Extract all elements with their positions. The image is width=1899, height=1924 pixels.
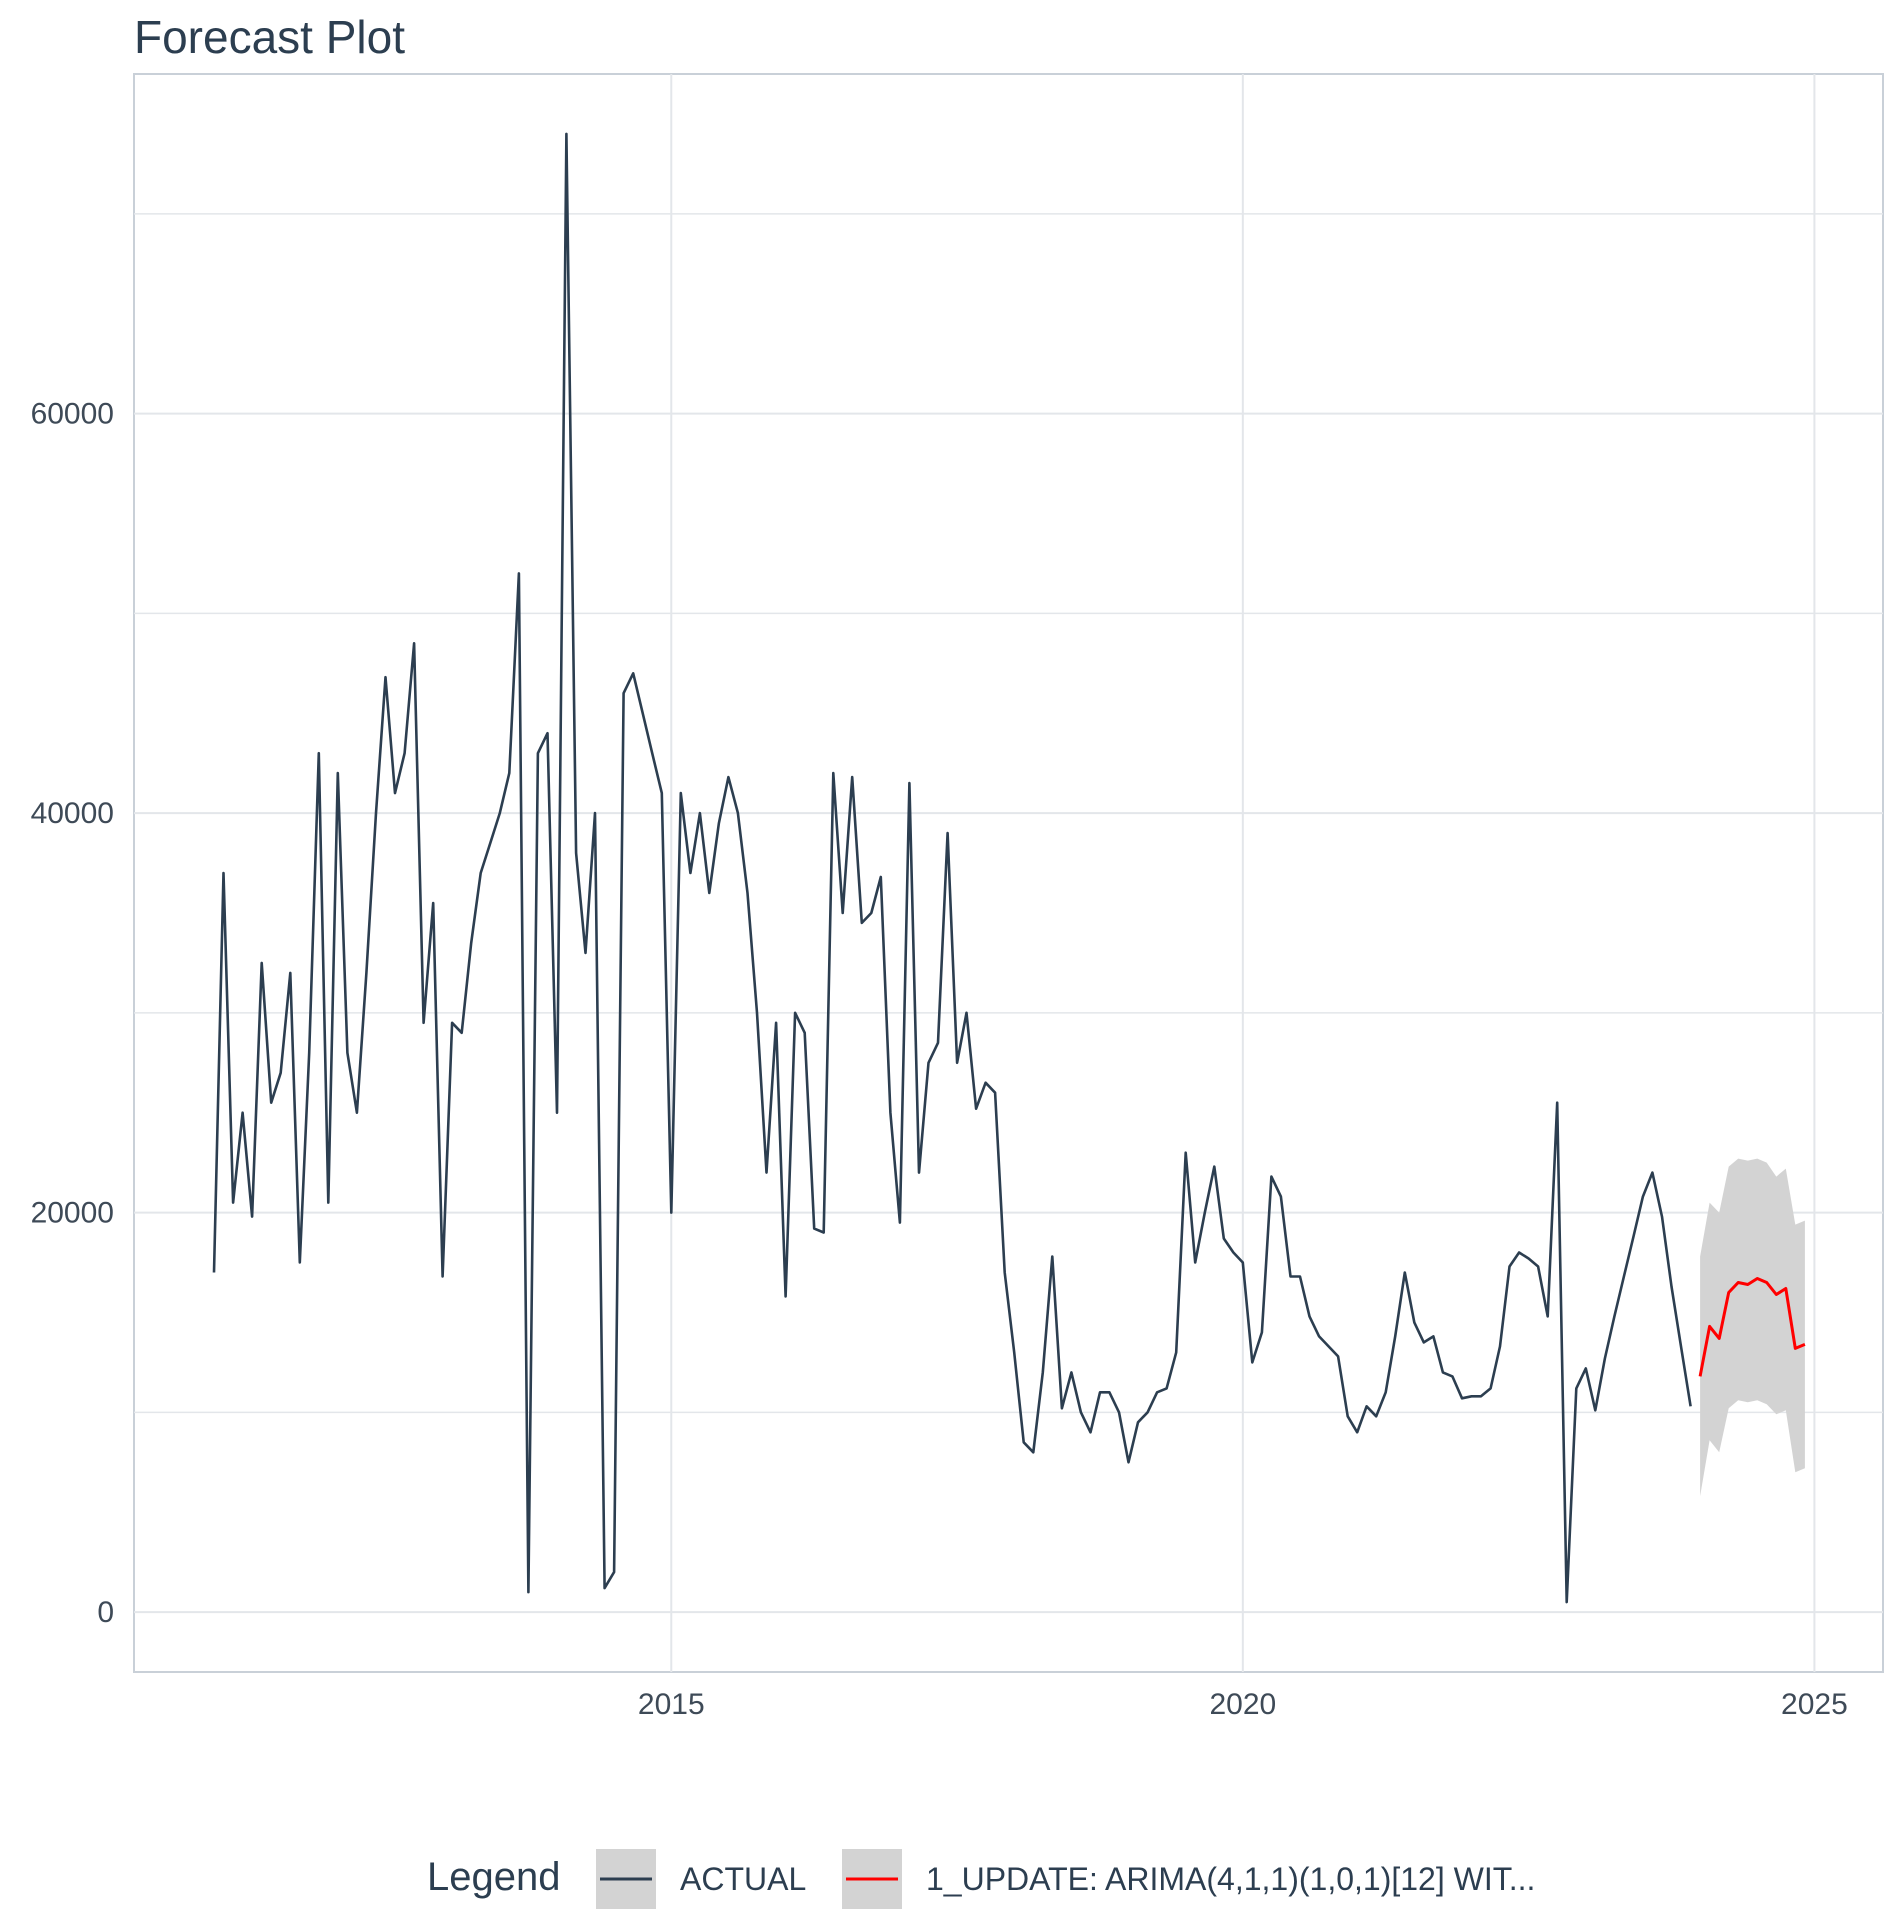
x-axis: 2015 2020 2025 (638, 1688, 1848, 1721)
y-tick-label: 60000 (31, 398, 114, 431)
legend-label: ACTUAL (680, 1861, 806, 1897)
legend-label: 1_UPDATE: ARIMA(4,1,1)(1,0,1)[12] WIT... (926, 1861, 1535, 1897)
legend-entry: 1_UPDATE: ARIMA(4,1,1)(1,0,1)[12] WIT... (842, 1849, 1535, 1909)
legend-entry: ACTUAL (596, 1849, 806, 1909)
grid-major (134, 74, 1883, 1672)
x-tick-label: 2025 (1781, 1688, 1848, 1721)
forecast-interval-band (1700, 1158, 1805, 1497)
legend-title: Legend (427, 1855, 560, 1899)
x-tick-label: 2020 (1209, 1688, 1276, 1721)
legend: Legend ACTUAL 1_UPDATE: ARIMA(4,1,1)(1,0,… (427, 1849, 1535, 1909)
prediction-interval-layer (1700, 1158, 1805, 1497)
y-tick-label: 0 (97, 1596, 114, 1629)
legend-entries: ACTUAL 1_UPDATE: ARIMA(4,1,1)(1,0,1)[12] … (596, 1849, 1535, 1909)
actual-series-line (212, 132, 1692, 1604)
chart-title: Forecast Plot (134, 11, 405, 63)
x-tick-label: 2015 (638, 1688, 705, 1721)
y-axis: 0 20000 40000 60000 (31, 398, 114, 1629)
forecast-series-line (1698, 1277, 1806, 1377)
series-layer (212, 132, 1806, 1604)
y-tick-label: 40000 (31, 797, 114, 830)
y-tick-label: 20000 (31, 1197, 114, 1230)
plot-panel (133, 73, 1884, 1673)
